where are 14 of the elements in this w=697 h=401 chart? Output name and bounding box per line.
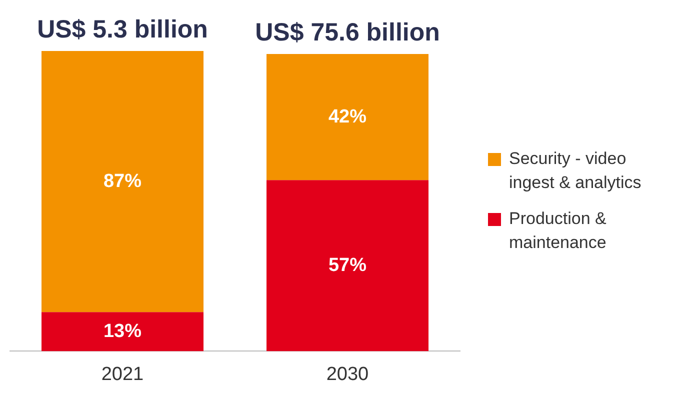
total-label: US$ 75.6 billion <box>255 18 440 46</box>
x-tick-label: 2030 <box>326 364 369 385</box>
bar <box>266 180 428 352</box>
legend-label: Security - video ingest & analytics <box>509 148 642 194</box>
legend-label: Production & maintenance <box>509 208 608 254</box>
data-label: 87% <box>103 170 142 192</box>
bar <box>266 54 428 180</box>
x-tick-label: 2021 <box>101 364 144 385</box>
bar <box>42 312 204 352</box>
total-label: US$ 5.3 billion <box>37 15 208 44</box>
data-label: 42% <box>328 106 367 128</box>
data-label: 57% <box>328 254 367 276</box>
data-label: 13% <box>103 320 142 342</box>
bar <box>42 51 204 312</box>
